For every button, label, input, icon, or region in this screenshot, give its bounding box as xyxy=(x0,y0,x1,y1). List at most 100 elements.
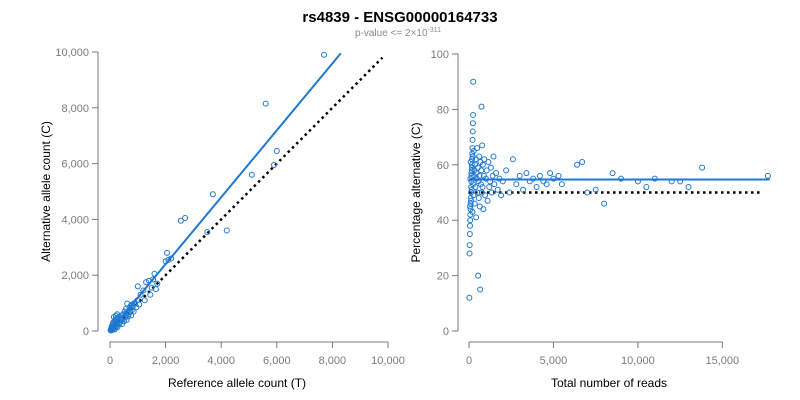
left-chart-y-tick-label: 2,000 xyxy=(61,270,89,282)
left-chart-fit-line xyxy=(109,52,342,332)
left-chart-point xyxy=(130,308,137,315)
right-chart-point xyxy=(486,183,493,190)
right-chart-x-tick-label: 5,000 xyxy=(540,355,568,367)
left-chart-point xyxy=(273,148,280,155)
right-chart-point xyxy=(609,170,616,177)
right-chart-point xyxy=(643,183,650,190)
left-chart-point xyxy=(209,191,216,198)
right-chart-point xyxy=(470,111,477,118)
right-chart-point xyxy=(558,181,565,188)
left-chart-point xyxy=(150,276,157,283)
right-chart-point xyxy=(467,217,474,224)
right-chart-point xyxy=(555,172,562,179)
right-chart-point xyxy=(520,186,527,193)
left-chart-point xyxy=(271,161,278,168)
right-chart-point xyxy=(469,208,476,215)
left-chart-y-tick-label: 10,000 xyxy=(55,47,89,59)
right-chart-point xyxy=(618,175,624,182)
right-chart-y-tick-label: 80 xyxy=(437,104,449,116)
right-chart-point xyxy=(516,172,523,179)
left-chart-x-tick-label: 0 xyxy=(107,355,113,367)
right-chart-point xyxy=(491,181,498,188)
right-chart-point xyxy=(466,242,473,249)
left-chart-point xyxy=(262,100,269,107)
right-chart-point xyxy=(466,231,473,238)
right-chart-y-axis-label: Percentage alternative (C) xyxy=(409,122,423,262)
pvalue-text: p-value <= 2×10 xyxy=(355,28,428,39)
right-chart-point xyxy=(467,203,474,210)
right-chart-point xyxy=(472,156,479,163)
right-chart-point xyxy=(481,156,488,163)
right-chart-point xyxy=(533,183,540,190)
right-chart-point xyxy=(475,195,482,202)
right-chart-point xyxy=(477,286,484,293)
right-chart-point xyxy=(547,170,554,177)
right-chart-point xyxy=(469,120,476,127)
pvalue-exponent: -311 xyxy=(428,27,442,34)
right-chart-y-tick-label: 0 xyxy=(443,326,449,338)
right-chart-point xyxy=(472,183,479,190)
right-chart-point xyxy=(480,206,487,213)
figure-subtitle: p-value <= 2×10-311 xyxy=(355,27,441,39)
right-chart-point xyxy=(473,214,480,221)
left-chart-point xyxy=(248,171,255,178)
right-chart-point xyxy=(579,159,586,166)
right-chart-point xyxy=(482,175,489,182)
right-chart-point xyxy=(493,170,500,177)
right-chart-point xyxy=(470,192,477,199)
right-chart-point xyxy=(699,164,706,171)
right-chart-point xyxy=(474,189,481,196)
left-chart-y-axis-label: Alternative allele count (C) xyxy=(39,121,53,262)
left-chart-reference-line xyxy=(109,56,384,332)
right-chart-point xyxy=(509,156,516,163)
left-chart-x-tick-label: 4,000 xyxy=(207,355,235,367)
right-chart-point xyxy=(523,170,530,177)
right-chart-point xyxy=(478,167,485,174)
right-chart-point xyxy=(467,175,474,182)
right-chart-point xyxy=(469,136,476,143)
right-chart-point xyxy=(487,178,494,185)
right-chart-y-tick-label: 40 xyxy=(437,215,449,227)
left-chart-point xyxy=(140,287,147,294)
right-chart-point xyxy=(584,189,591,196)
right-chart-point xyxy=(536,172,543,179)
right-chart-point xyxy=(634,178,641,185)
left-chart-point xyxy=(141,297,148,304)
left-chart-point xyxy=(154,280,161,287)
left-chart-x-axis-label: Reference allele count (T) xyxy=(168,376,306,390)
left-chart-point xyxy=(168,255,175,262)
right-chart-point xyxy=(488,189,495,196)
right-chart-point xyxy=(592,186,599,193)
right-chart-point xyxy=(466,250,473,257)
left-chart-point xyxy=(137,291,144,298)
right-chart-point xyxy=(468,161,475,168)
right-chart-point xyxy=(482,192,489,199)
right-chart-point xyxy=(469,128,476,135)
right-chart-point xyxy=(474,145,481,152)
right-chart-point xyxy=(513,181,520,188)
right-chart-y-tick-label: 60 xyxy=(437,160,449,172)
left-chart-point xyxy=(182,215,189,222)
left-chart-y-tick-label: 6,000 xyxy=(61,159,89,171)
left-chart-point xyxy=(136,301,143,308)
right-chart-point xyxy=(468,186,475,193)
right-chart-point xyxy=(530,175,537,182)
left-chart-x-tick-label: 2,000 xyxy=(152,355,180,367)
right-chart-point xyxy=(499,178,506,185)
left-chart-point xyxy=(127,309,134,316)
left-chart-point xyxy=(147,291,154,298)
right-chart-point xyxy=(574,161,581,168)
right-chart-point xyxy=(467,159,474,166)
right-chart-y-tick-label: 20 xyxy=(437,271,449,283)
right-chart-point xyxy=(685,183,692,190)
right-chart-point xyxy=(479,183,486,190)
right-chart-x-tick-label: 10,000 xyxy=(621,355,655,367)
right-chart-point xyxy=(487,164,494,171)
right-chart-point xyxy=(468,172,475,179)
right-chart-point xyxy=(471,200,478,207)
right-chart-point xyxy=(470,78,477,85)
right-chart-point xyxy=(601,200,608,207)
right-chart-point xyxy=(466,294,473,301)
right-chart-point xyxy=(476,172,483,179)
